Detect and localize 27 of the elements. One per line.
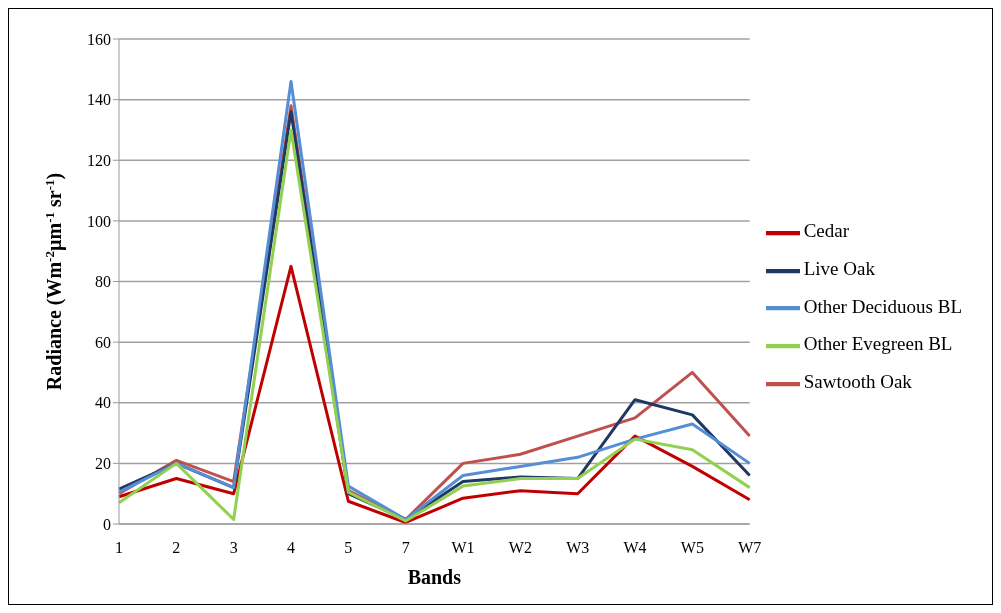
x-tick-label: 3: [229, 539, 238, 557]
legend-label: Other Evegreen BL: [803, 333, 953, 355]
legend-label: Cedar: [803, 220, 850, 242]
x-tick-label: 1: [115, 539, 123, 557]
y-tick-label: 140: [87, 91, 111, 109]
x-axis-title: Bands: [407, 566, 462, 588]
y-tick-label: 80: [95, 273, 111, 291]
legend-label: Other Deciduous BL: [803, 295, 962, 317]
x-tick-label: 5: [344, 539, 353, 557]
legend-label: Live Oak: [803, 258, 875, 280]
y-tick-label: 60: [95, 333, 111, 351]
x-tick-label: W1: [451, 539, 475, 557]
y-tick-label: 0: [103, 515, 111, 533]
y-tick-label: 40: [95, 394, 111, 412]
x-tick-label: 7: [401, 539, 410, 557]
y-tick-label: 20: [95, 455, 111, 473]
x-tick-label: W5: [680, 539, 704, 557]
y-tick-label: 120: [87, 151, 111, 169]
y-tick-label: 100: [87, 212, 111, 230]
legend-label: Sawtooth Oak: [803, 370, 912, 392]
x-tick-label: 2: [172, 539, 181, 557]
x-tick-label: W2: [508, 539, 532, 557]
x-tick-label: W4: [623, 539, 647, 557]
x-tick-label: W3: [566, 539, 590, 557]
x-tick-label: 4: [287, 539, 296, 557]
x-tick-label: W7: [738, 539, 762, 557]
y-tick-label: 160: [87, 30, 111, 48]
